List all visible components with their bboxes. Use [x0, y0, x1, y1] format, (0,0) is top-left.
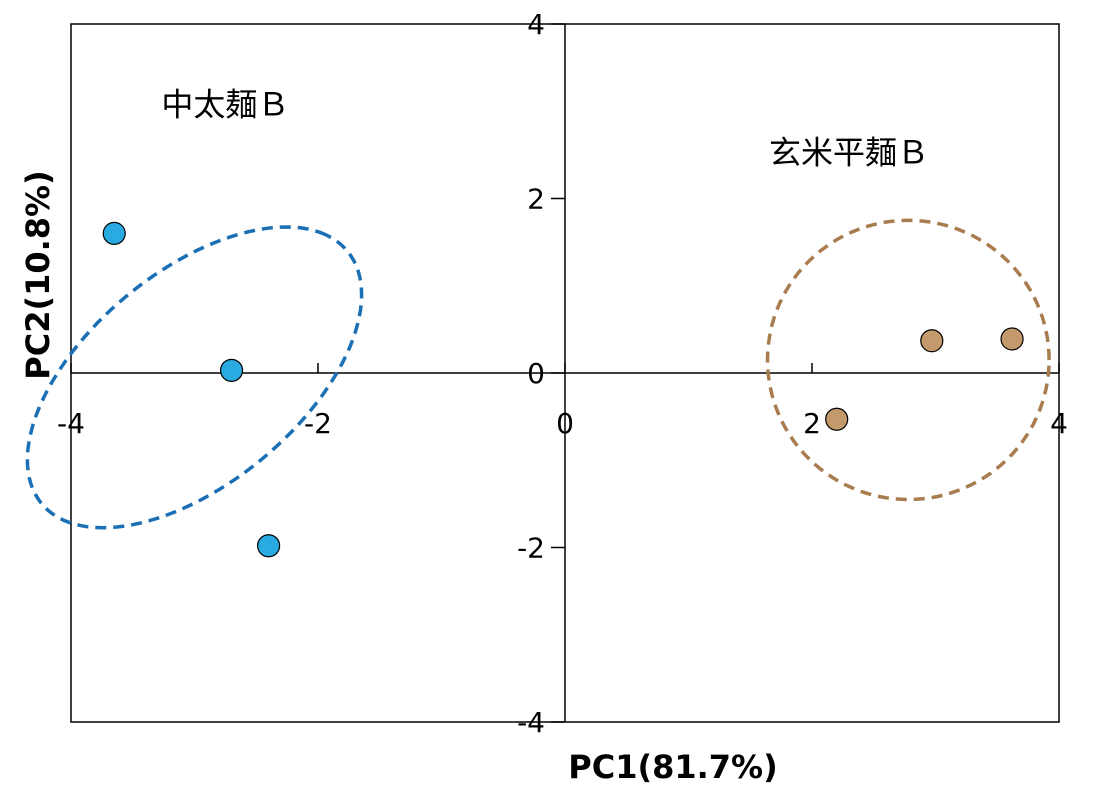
data-point — [1000, 327, 1024, 351]
y-tick-label: -2 — [517, 532, 545, 565]
x-axis-title: PC1(81.7%) — [568, 748, 777, 786]
data-points — [102, 221, 1024, 558]
y-tick-label: 2 — [527, 183, 545, 216]
x-tick-label: -2 — [304, 407, 332, 440]
data-point — [920, 329, 944, 353]
data-point — [102, 221, 126, 245]
group-label-2: 玄米平麺Ｂ — [769, 134, 929, 172]
group-ellipse-1 — [25, 225, 364, 530]
x-tick-label: -4 — [57, 407, 85, 440]
group-ellipse-2 — [765, 218, 1051, 502]
y-axis-title: PC2(10.8%) — [19, 170, 57, 379]
group-label-1: 中太麺Ｂ — [161, 86, 289, 124]
y-tick-label: 4 — [527, 8, 545, 41]
x-tick-label: 2 — [803, 407, 821, 440]
data-point — [257, 534, 281, 558]
group-labels: 中太麺Ｂ 玄米平麺Ｂ — [161, 86, 929, 172]
y-tick-label: -4 — [517, 706, 545, 739]
data-point — [219, 358, 244, 382]
x-tick-label: 4 — [1050, 407, 1068, 440]
ticks: -4 -2 0 2 4 4 2 0 -2 -4 — [57, 8, 1068, 739]
y-tick-label: 0 — [527, 357, 545, 390]
group-ellipses — [25, 218, 1051, 530]
x-tick-label: 0 — [556, 407, 574, 440]
data-point — [825, 407, 849, 431]
